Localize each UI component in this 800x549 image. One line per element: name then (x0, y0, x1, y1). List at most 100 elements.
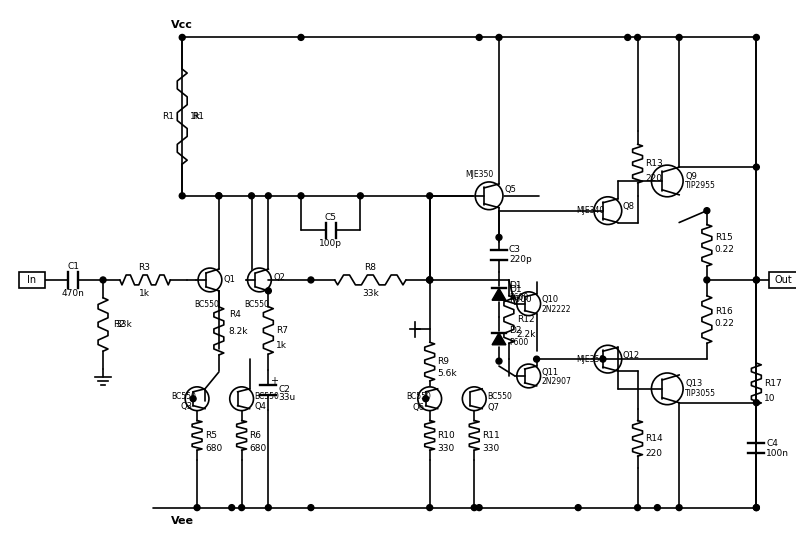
Text: Q3: Q3 (180, 402, 192, 411)
Circle shape (704, 277, 710, 283)
Text: TIP3055: TIP3055 (685, 389, 716, 398)
Polygon shape (492, 288, 506, 300)
Text: C5: C5 (325, 212, 337, 222)
Text: R1: R1 (192, 112, 204, 121)
Text: 220: 220 (646, 175, 662, 183)
Circle shape (496, 35, 502, 41)
Circle shape (179, 35, 185, 41)
Text: 100n: 100n (766, 449, 790, 458)
Text: 0.22: 0.22 (714, 245, 734, 254)
Text: Q6: Q6 (413, 403, 425, 412)
Circle shape (754, 505, 759, 511)
Text: C1: C1 (67, 262, 79, 271)
Circle shape (651, 165, 683, 197)
Text: In: In (27, 275, 36, 285)
Text: C4: C4 (766, 439, 778, 448)
Circle shape (422, 396, 429, 402)
Circle shape (298, 193, 304, 199)
Text: MJE350: MJE350 (576, 355, 605, 363)
Text: R4: R4 (229, 310, 241, 319)
Text: Q10: Q10 (542, 295, 558, 304)
Text: 680: 680 (205, 444, 222, 453)
Text: R14: R14 (646, 434, 663, 443)
Text: 10: 10 (764, 394, 776, 403)
Circle shape (575, 505, 581, 511)
Text: 330: 330 (438, 444, 455, 453)
Circle shape (471, 505, 478, 511)
FancyBboxPatch shape (19, 272, 45, 288)
Text: BC550: BC550 (254, 392, 279, 401)
Text: 33k: 33k (362, 289, 378, 298)
Circle shape (462, 387, 486, 411)
Text: 33u: 33u (278, 393, 295, 402)
Circle shape (238, 505, 245, 511)
Text: MJE350: MJE350 (465, 170, 494, 179)
Circle shape (216, 193, 222, 199)
Text: Q4: Q4 (254, 402, 266, 411)
Text: P600: P600 (509, 293, 528, 302)
Text: 8.2k: 8.2k (229, 327, 248, 336)
Text: 220p: 220p (509, 255, 532, 264)
Text: R11: R11 (482, 431, 500, 440)
Circle shape (625, 35, 630, 41)
Circle shape (190, 396, 196, 402)
Circle shape (651, 373, 683, 405)
Text: Vee: Vee (170, 516, 194, 525)
Circle shape (198, 268, 222, 292)
Text: R15: R15 (714, 233, 733, 242)
Text: 680: 680 (250, 444, 266, 453)
Circle shape (676, 35, 682, 41)
Text: Out: Out (774, 275, 792, 285)
Text: BC550: BC550 (171, 392, 196, 401)
Text: R3: R3 (138, 263, 150, 272)
Circle shape (476, 505, 482, 511)
Text: R6: R6 (250, 431, 262, 440)
Text: D1
P600: D1 P600 (509, 284, 531, 304)
Text: R7: R7 (276, 326, 288, 335)
Text: BC550: BC550 (194, 300, 219, 309)
Circle shape (754, 277, 759, 283)
Text: Q11: Q11 (542, 367, 558, 377)
Circle shape (754, 164, 759, 170)
Text: R1: R1 (162, 112, 174, 121)
Text: 330: 330 (482, 444, 499, 453)
Circle shape (754, 35, 759, 41)
Circle shape (496, 234, 502, 240)
Text: 1k: 1k (139, 289, 150, 298)
Text: BC550: BC550 (406, 392, 431, 401)
Circle shape (185, 387, 209, 411)
Circle shape (476, 35, 482, 41)
Text: 1k: 1k (276, 341, 287, 350)
Circle shape (266, 288, 271, 294)
Text: C2: C2 (278, 385, 290, 394)
Text: 470n: 470n (62, 289, 85, 298)
Text: C3: C3 (509, 245, 521, 254)
Text: 33k: 33k (115, 320, 132, 329)
Circle shape (594, 197, 622, 225)
Text: 2N2222: 2N2222 (542, 305, 571, 314)
Circle shape (517, 364, 541, 388)
Circle shape (534, 356, 539, 362)
Circle shape (194, 505, 200, 511)
Circle shape (100, 277, 106, 283)
Circle shape (426, 277, 433, 283)
Circle shape (496, 358, 502, 364)
Circle shape (704, 208, 710, 214)
Text: P600: P600 (509, 338, 528, 347)
Text: R10: R10 (438, 431, 455, 440)
Circle shape (229, 505, 234, 511)
Circle shape (594, 345, 622, 373)
Text: 2N2907: 2N2907 (542, 377, 571, 386)
Text: Q5: Q5 (505, 186, 517, 194)
Circle shape (634, 505, 641, 511)
Circle shape (426, 193, 433, 199)
Text: 220: 220 (646, 449, 662, 458)
Circle shape (308, 505, 314, 511)
Circle shape (179, 193, 185, 199)
Text: Vcc: Vcc (171, 20, 193, 30)
Text: R8: R8 (364, 263, 376, 272)
Circle shape (426, 277, 433, 283)
Text: Q2: Q2 (274, 273, 285, 283)
Circle shape (247, 268, 271, 292)
Circle shape (676, 505, 682, 511)
